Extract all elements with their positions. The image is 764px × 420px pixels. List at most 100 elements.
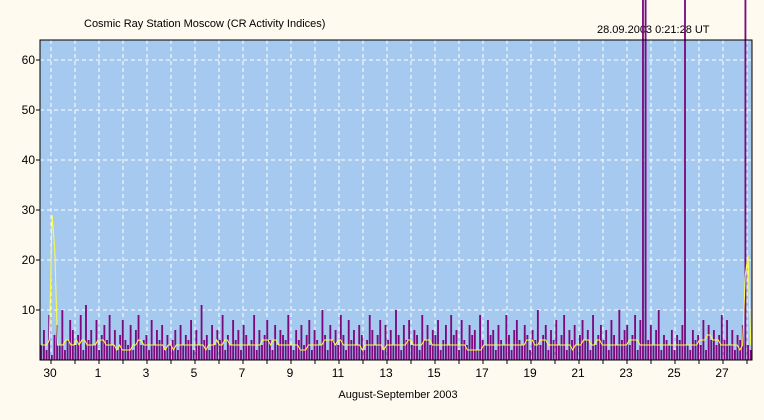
- activity-bar: [571, 340, 573, 360]
- activity-bar: [460, 320, 463, 360]
- activity-bar: [421, 315, 424, 360]
- activity-bar: [263, 335, 266, 360]
- activity-bar: [594, 345, 597, 360]
- activity-bar: [529, 350, 531, 360]
- x-tick-label: 17: [475, 366, 489, 380]
- activity-bar: [45, 350, 48, 360]
- activity-bar: [77, 335, 80, 360]
- activity-bar: [161, 325, 164, 360]
- activity-bar: [552, 340, 555, 360]
- activity-bar: [163, 350, 166, 360]
- activity-bar: [402, 325, 405, 360]
- activity-bar: [510, 350, 513, 360]
- y-tick-label: 60: [22, 53, 36, 67]
- activity-bar: [547, 350, 550, 360]
- activity-bar: [597, 335, 600, 360]
- x-tick-label: 27: [715, 366, 729, 380]
- activity-bar: [282, 335, 284, 360]
- activity-bar: [79, 315, 82, 360]
- activity-bar: [628, 345, 631, 360]
- activity-bar: [200, 305, 203, 360]
- x-tick-label: 7: [239, 366, 246, 380]
- activity-bar: [232, 320, 235, 360]
- activity-bar: [158, 340, 161, 360]
- activity-bar: [187, 340, 190, 360]
- activity-bar: [82, 350, 85, 360]
- activity-bar: [287, 315, 290, 360]
- activity-bar: [213, 345, 216, 360]
- activity-bar: [64, 350, 66, 360]
- x-axis-label: August-September 2003: [338, 389, 458, 401]
- y-tick-label: 20: [22, 253, 36, 267]
- activity-bar: [179, 325, 182, 360]
- x-tick-label: 5: [191, 366, 198, 380]
- activity-bar: [442, 340, 445, 360]
- x-tick-label: 15: [427, 366, 441, 380]
- activity-bar: [324, 335, 326, 360]
- activity-bar: [92, 345, 95, 360]
- activity-bar: [479, 315, 481, 360]
- activity-bar: [69, 320, 72, 360]
- activity-bar: [345, 350, 347, 360]
- y-tick-label: 50: [22, 103, 36, 117]
- activity-bar: [166, 335, 169, 360]
- activity-bar: [224, 350, 227, 360]
- activity-bar: [434, 335, 437, 360]
- activity-bar: [712, 330, 715, 360]
- activity-bar: [557, 345, 560, 360]
- activity-bar: [192, 350, 195, 360]
- activity-bar: [203, 340, 206, 360]
- activity-bar: [649, 325, 652, 360]
- activity-bar: [276, 345, 279, 360]
- activity-bar: [607, 350, 610, 360]
- activity-bar: [198, 345, 200, 360]
- activity-bar: [497, 325, 500, 360]
- activity-bar: [676, 335, 679, 360]
- activity-bar: [253, 315, 256, 360]
- activity-bar: [113, 330, 116, 360]
- smoothed-line: [41, 214, 752, 352]
- activity-bar: [439, 350, 442, 360]
- activity-bar: [150, 320, 153, 360]
- activity-bar: [542, 335, 545, 360]
- activity-bar: [471, 335, 474, 360]
- activity-bar: [387, 340, 390, 360]
- activity-bar: [169, 345, 171, 360]
- activity-bar: [61, 310, 64, 360]
- activity-bar: [500, 340, 503, 360]
- activity-bar: [715, 345, 718, 360]
- activity-bar: [50, 355, 53, 360]
- activity-bar: [392, 345, 395, 360]
- activity-bar: [274, 325, 277, 360]
- activity-bar: [484, 345, 487, 360]
- activity-bar: [363, 350, 366, 360]
- activity-bar: [289, 345, 292, 360]
- activity-bar: [689, 350, 692, 360]
- activity-bar: [318, 345, 321, 360]
- activity-bar: [565, 350, 568, 360]
- gridlines: [40, 40, 752, 360]
- y-tick-label: 10: [22, 303, 36, 317]
- activity-bar: [615, 345, 618, 360]
- activity-bar: [636, 350, 639, 360]
- activity-bar: [211, 325, 214, 360]
- x-tick-label: 3: [143, 366, 150, 380]
- activity-bar: [221, 315, 224, 360]
- activity-bar: [699, 345, 702, 360]
- activity-bar: [610, 320, 613, 360]
- activity-bar: [686, 345, 689, 360]
- activity-bar: [355, 345, 358, 360]
- activity-bar: [300, 325, 303, 360]
- x-tick-label: 11: [332, 366, 345, 380]
- activity-bar: [208, 350, 211, 360]
- activity-bar: [728, 345, 731, 360]
- activity-bar: [360, 335, 363, 360]
- activity-bar: [229, 345, 232, 360]
- activity-bar: [602, 340, 605, 360]
- activity-bar: [705, 350, 707, 360]
- activity-bar: [247, 345, 250, 360]
- activity-bar: [487, 320, 489, 360]
- y-axis: 10 20 30 40 50 60: [22, 53, 40, 317]
- activity-bar: [174, 330, 177, 360]
- activity-bar: [644, 0, 647, 360]
